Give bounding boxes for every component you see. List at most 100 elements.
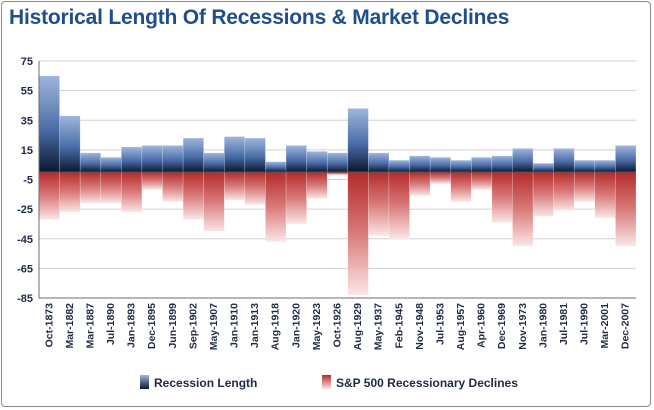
x-tick-label: Aug-1929 (352, 303, 364, 350)
recession-length-bar (59, 115, 81, 173)
sp500-decline-bar (38, 171, 60, 220)
legend-label: S&P 500 Recessionary Declines (336, 376, 518, 390)
recession-length-bar (326, 152, 349, 173)
legend-sp500-declines: S&P 500 Recessionary Declines (322, 375, 518, 390)
sp500-decline-bar (573, 171, 596, 203)
x-tick-label: Jan-1910 (229, 303, 241, 348)
recession-length-bar (347, 108, 369, 173)
sp500-decline-bar (121, 171, 143, 213)
x-tick-label: Jul-1990 (579, 303, 591, 345)
y-tick-label: 55 (21, 86, 33, 98)
recession-length-bar (368, 152, 390, 173)
x-tick-label: Jan-1980 (537, 303, 549, 348)
recession-length-bar (594, 159, 616, 173)
legend-swatch (322, 375, 331, 389)
sp500-decline-bar (409, 171, 431, 197)
sp500-decline-bar (141, 171, 163, 191)
x-tick-label: Sep-1902 (187, 303, 199, 349)
x-tick-label: Mar-2001 (599, 303, 611, 349)
y-tick-label: -45 (17, 234, 33, 246)
x-tick-label: Mar-1887 (84, 303, 96, 349)
recession-length-bar (553, 148, 575, 173)
sp500-decline-bar (223, 171, 246, 201)
sp500-decline-bar (512, 171, 534, 247)
x-tick-label: Dec-2007 (620, 303, 632, 349)
x-tick-label: Jan-1893 (126, 303, 138, 348)
x-tick-label: Mar-1882 (64, 303, 76, 349)
recession-length-bar (265, 161, 287, 173)
y-axis: 75 55 35 15 -5 -25 -45 -65 -85 (17, 56, 33, 305)
sp500-decline-bar (347, 171, 369, 296)
sp500-decline-bar (429, 171, 452, 185)
chart-title: Historical Length Of Recessions & Market… (9, 6, 510, 29)
x-tick-label: Jan-1920 (290, 303, 302, 348)
sp500-decline-bar (491, 171, 513, 223)
x-tick-label: Jul-1981 (558, 303, 570, 345)
recession-length-bar (491, 155, 513, 173)
sp500-decline-bar (162, 171, 184, 203)
y-tick-label: -65 (17, 263, 33, 275)
recession-length-bar (79, 152, 102, 173)
recession-length-bar (532, 162, 554, 173)
recession-length-bar (450, 159, 472, 173)
recession-length-bar (182, 137, 204, 173)
axes (38, 61, 636, 299)
y-tick-label: -25 (17, 204, 33, 216)
x-tick-label: Jul-1953 (434, 303, 446, 345)
sp500-decline-bar (450, 171, 472, 203)
recession-length-bar (429, 156, 452, 173)
x-tick-label: Apr-1960 (476, 303, 488, 348)
y-tick-label: 35 (21, 115, 33, 127)
y-tick-label: -5 (23, 175, 33, 187)
recession-length-bar (141, 145, 163, 173)
recession-length-bar (409, 155, 431, 173)
x-tick-label: Jun-1899 (167, 303, 179, 349)
bars (38, 75, 637, 296)
x-tick-label: Nov-1973 (517, 303, 529, 350)
recession-length-bar (223, 136, 246, 173)
x-tick-label: Feb-1945 (393, 303, 405, 349)
legend-recession-length: Recession Length (140, 375, 257, 390)
sp500-decline-bar (244, 171, 266, 205)
x-tick-label: Oct-1926 (332, 303, 344, 348)
x-tick-label: Oct-1873 (43, 303, 55, 348)
x-axis: Oct-1873 Mar-1882 Mar-1887 Jul-1890 Jan-1893… (43, 303, 631, 350)
x-tick-label: Nov-1948 (414, 303, 426, 350)
sp500-decline-bar (265, 171, 287, 243)
sp500-decline-bar (59, 171, 81, 213)
sp500-decline-bar (553, 171, 575, 211)
sp500-decline-bar (368, 171, 390, 237)
x-tick-label: May-1907 (208, 303, 220, 350)
sp500-decline-bar (306, 171, 328, 200)
sp500-decline-bar (532, 171, 554, 217)
x-tick-label: Aug-1918 (270, 303, 282, 350)
sp500-decline-bar (182, 171, 204, 220)
recession-length-bar (162, 145, 184, 173)
recession-length-bar (121, 146, 143, 173)
recession-length-bar (38, 75, 60, 173)
y-tick-label: -85 (17, 293, 33, 305)
legend: Recession Length S&P 500 Recessionary Dec… (140, 375, 518, 390)
x-tick-label: Jan-1913 (249, 303, 261, 348)
recession-length-bar (388, 159, 410, 173)
x-tick-label: Dec-1895 (146, 303, 158, 349)
y-tick-label: 75 (21, 56, 33, 68)
recession-length-bar (471, 156, 493, 173)
sp500-decline-bar (100, 171, 122, 204)
sp500-decline-bar (203, 171, 225, 232)
x-tick-label: Aug-1957 (455, 303, 467, 350)
recession-length-bar (306, 151, 328, 173)
x-tick-label: Dec-1969 (496, 303, 508, 349)
recession-length-bar (615, 145, 637, 173)
x-tick-label: May-1937 (373, 303, 385, 350)
recession-length-bar (203, 152, 225, 173)
sp500-decline-bar (471, 171, 493, 191)
sp500-decline-bar (615, 171, 637, 247)
legend-swatch (140, 375, 149, 389)
x-tick-label: Jul-1890 (105, 303, 117, 345)
legend-label: Recession Length (154, 376, 257, 390)
y-tick-label: 15 (21, 145, 33, 157)
recession-length-bar (573, 159, 596, 173)
sp500-decline-bar (79, 171, 102, 204)
